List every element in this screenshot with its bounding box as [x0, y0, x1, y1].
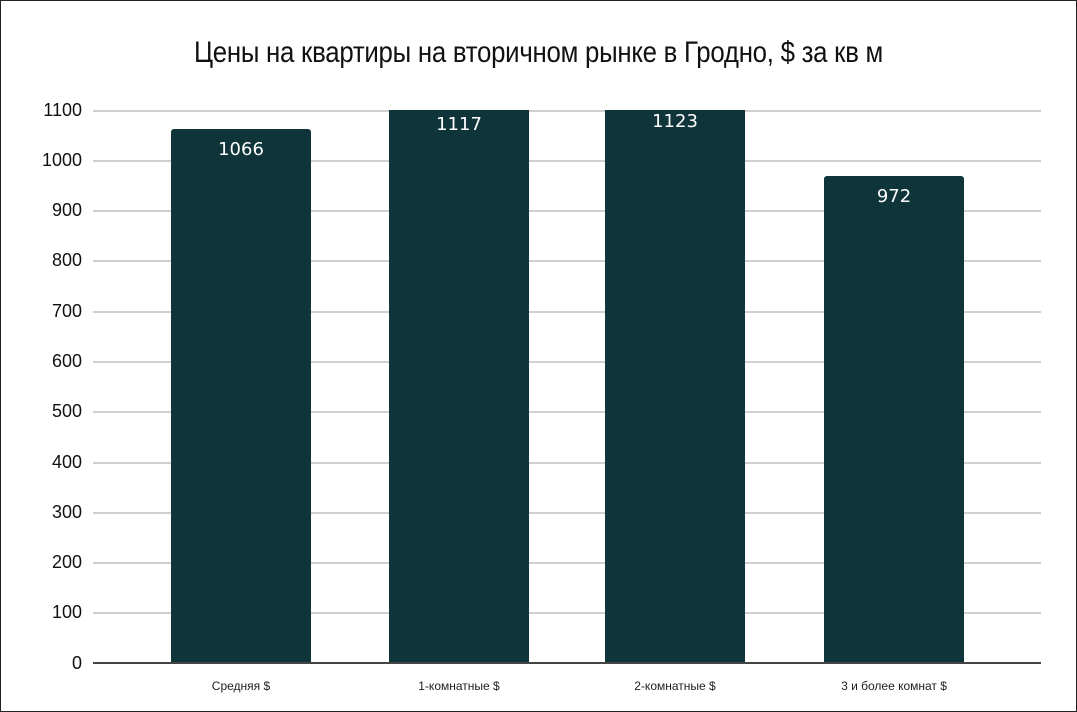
- x-tick-label: Средняя $: [211, 679, 271, 693]
- chart-title: Цены на квартиры на вторичном рынке в Гр…: [193, 36, 884, 69]
- gridline-500: [93, 411, 1041, 413]
- y-tick-label: 600: [51, 351, 82, 371]
- y-tick-label: 200: [51, 552, 82, 572]
- gridline-1000: [93, 160, 1041, 162]
- gridline-300: [93, 512, 1041, 514]
- bar-value-label: 1123: [652, 111, 698, 132]
- y-tick-label: 1100: [43, 100, 82, 120]
- y-tick-label: 700: [51, 301, 82, 321]
- y-tick-label: 0: [71, 653, 82, 673]
- y-tick-label: 300: [51, 502, 82, 522]
- y-tick-label: 400: [51, 452, 82, 472]
- gridline-800: [93, 260, 1041, 262]
- gridline-600: [93, 361, 1041, 363]
- gridline-100: [93, 612, 1041, 614]
- gridline-700: [93, 311, 1041, 313]
- bar-1-room: 1117: [389, 110, 529, 663]
- bar-value-label: 1117: [436, 114, 482, 135]
- gridline-400: [93, 462, 1041, 464]
- bar-2-room: 1123: [605, 110, 745, 663]
- x-tick-label: 3 и более комнат $: [841, 679, 947, 693]
- bar-value-label: 1066: [218, 139, 264, 160]
- y-tick-label: 100: [51, 602, 82, 622]
- bar-value-label: 972: [876, 186, 912, 207]
- bar-3-plus-rooms: 972: [824, 176, 964, 663]
- y-tick-label: 800: [51, 250, 82, 270]
- gridline-1100: [93, 110, 1041, 112]
- x-axis-baseline: [93, 662, 1041, 664]
- x-tick-label: 2-комнатные $: [634, 679, 716, 693]
- bar-average: 1066: [171, 129, 311, 663]
- gridline-900: [93, 210, 1041, 212]
- y-tick-label: 500: [51, 401, 82, 421]
- x-tick-label: 1-комнатные $: [418, 679, 500, 693]
- gridline-200: [93, 562, 1041, 564]
- y-tick-label: 1000: [41, 150, 82, 170]
- y-tick-label: 900: [51, 200, 82, 220]
